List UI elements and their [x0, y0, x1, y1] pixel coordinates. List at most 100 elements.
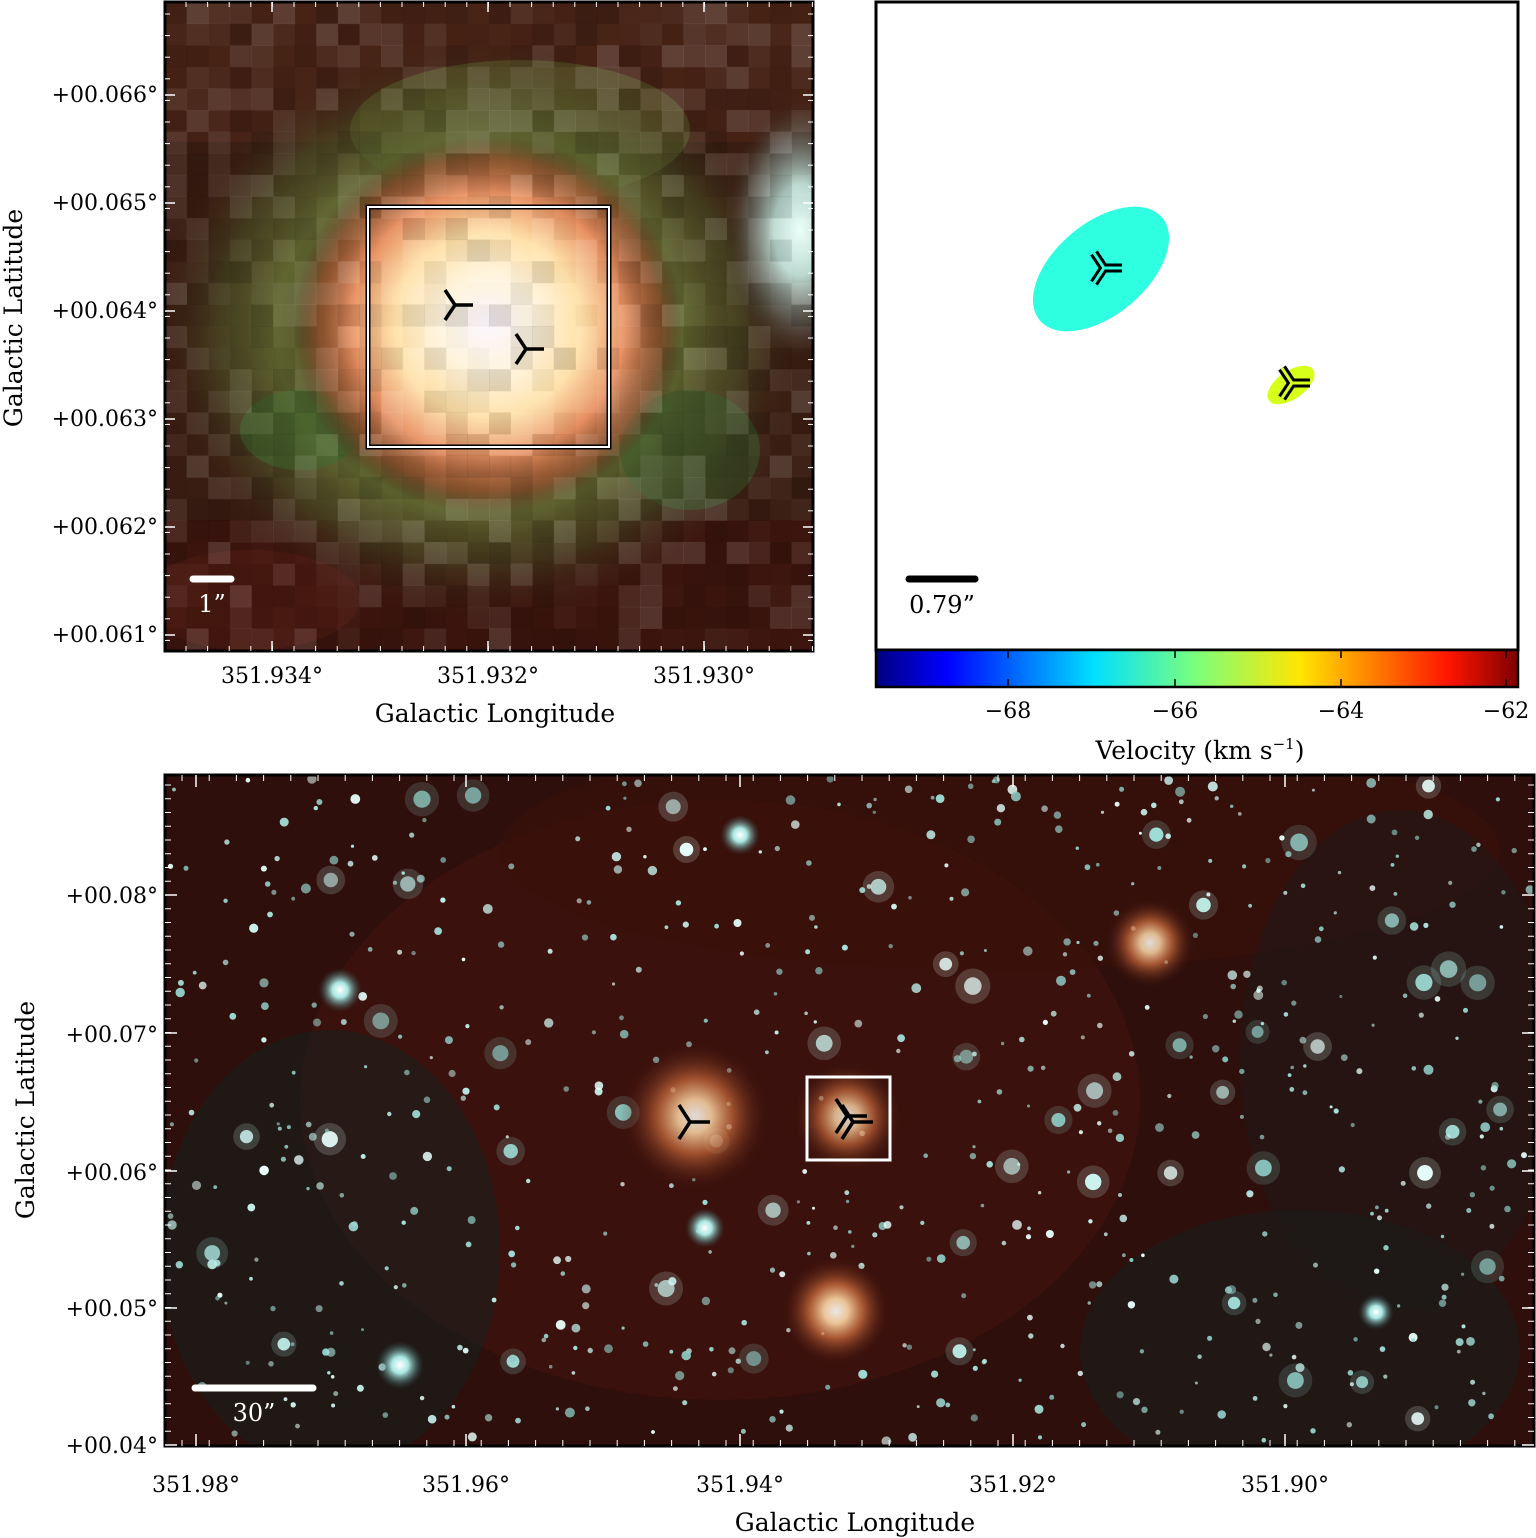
star: [1037, 1435, 1043, 1440]
image-pixel: [705, 369, 727, 391]
image-pixel: [251, 239, 274, 262]
image-pixel: [186, 110, 209, 133]
star: [1088, 1219, 1093, 1224]
image-pixel: [402, 239, 425, 262]
star: [753, 1009, 760, 1015]
star: [1060, 1343, 1065, 1349]
star: [994, 818, 1002, 826]
star: [1085, 1173, 1102, 1191]
star: [902, 1343, 907, 1348]
star: [1273, 1292, 1278, 1298]
image-pixel: [467, 239, 490, 262]
star: [774, 1030, 779, 1035]
image-pixel: [726, 23, 749, 46]
star: [1251, 1025, 1264, 1038]
image-pixel: [748, 456, 770, 478]
image-pixel: [186, 174, 209, 197]
image-pixel: [230, 218, 252, 240]
star: [1227, 1296, 1241, 1310]
image-pixel: [316, 628, 339, 651]
image-pixel: [662, 628, 684, 650]
image-pixel: [467, 455, 490, 478]
star: [1455, 1338, 1464, 1347]
star: [967, 835, 975, 844]
image-pixel: [554, 88, 576, 110]
image-pixel: [575, 66, 598, 89]
image-pixel: [489, 218, 512, 241]
image-pixel: [640, 240, 662, 262]
star: [167, 1213, 174, 1219]
image-pixel: [791, 369, 813, 392]
star: [866, 802, 872, 809]
x-tick-label: 351.932°: [437, 664, 539, 689]
panel-bottom: 30” +00.08° +00.07° +00.06° +00.05° +00.…: [11, 773, 1536, 1537]
image-pixel: [510, 455, 533, 478]
image-pixel: [467, 88, 490, 111]
image-pixel: [532, 282, 555, 305]
star: [1466, 1337, 1475, 1346]
image-pixel: [165, 45, 188, 68]
image-pixel: [553, 477, 576, 500]
star: [1476, 842, 1481, 847]
image-pixel: [467, 563, 490, 586]
image-pixel: [748, 347, 771, 370]
image-pixel: [554, 585, 576, 607]
image-pixel: [251, 348, 273, 370]
star: [249, 1276, 253, 1281]
image-pixel: [251, 174, 274, 197]
star: [1230, 983, 1236, 990]
infrared-wide-image: [165, 775, 1534, 1446]
image-pixel: [683, 412, 706, 435]
star: [372, 1012, 390, 1030]
image-pixel: [316, 456, 338, 478]
image-pixel: [511, 542, 533, 564]
image-pixel: [597, 175, 619, 197]
image-pixel: [467, 218, 490, 241]
image-pixel: [489, 304, 512, 327]
image-pixel: [726, 88, 749, 111]
image-pixel: [661, 261, 684, 284]
image-pixel: [165, 218, 187, 240]
image-pixel: [338, 607, 360, 629]
star: [773, 992, 778, 996]
image-pixel: [445, 412, 468, 435]
star: [440, 857, 447, 863]
star: [1255, 1318, 1261, 1324]
image-pixel: [532, 153, 555, 176]
star: [1103, 1232, 1108, 1237]
image-pixel: [467, 390, 490, 413]
image-pixel: [251, 2, 273, 24]
star: [371, 855, 378, 861]
star: [1393, 892, 1398, 896]
star: [1333, 1108, 1339, 1114]
star: [1383, 1374, 1388, 1379]
image-pixel: [791, 304, 813, 327]
star: [427, 1414, 437, 1424]
image-pixel: [554, 304, 576, 326]
star: [1469, 1192, 1476, 1198]
image-pixel: [273, 391, 295, 413]
star: [308, 1132, 317, 1141]
image-pixel: [510, 498, 533, 521]
image-pixel: [165, 326, 188, 349]
star: [1073, 1103, 1082, 1112]
image-pixel: [467, 66, 490, 89]
star: [333, 1391, 339, 1397]
image-pixel: [294, 563, 317, 586]
image-pixel: [186, 196, 209, 219]
maser-marker-icon: [443, 289, 473, 321]
star: [215, 1296, 220, 1301]
zoom-region-box: [805, 1075, 892, 1162]
star: [331, 1403, 336, 1408]
image-pixel: [489, 412, 512, 435]
star: [669, 1349, 674, 1354]
star: [642, 1341, 649, 1347]
image-pixel: [597, 542, 620, 565]
image-pixel: [791, 110, 813, 133]
image-pixel: [467, 326, 489, 348]
star: [1283, 890, 1288, 895]
star: [350, 794, 361, 804]
star: [1097, 1121, 1102, 1126]
image-pixel: [726, 2, 749, 25]
image-pixel: [273, 563, 296, 586]
